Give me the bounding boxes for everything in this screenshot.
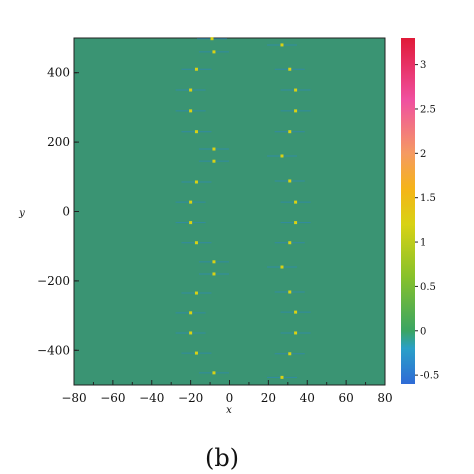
x-axis: −80 −60 −40 −20 0 20 40 60 80 (61, 380, 393, 405)
peak-10 (189, 221, 193, 225)
peak-23 (288, 130, 292, 134)
x-tick-label: 20 (261, 391, 276, 405)
x-tick-label: −40 (139, 391, 164, 405)
y-tick-label: 200 (47, 135, 70, 149)
colorbar-tick-label: 2.5 (420, 104, 436, 115)
peak-30 (288, 290, 292, 294)
plot-background (73, 37, 386, 386)
peak-31 (294, 310, 298, 314)
x-tick-label: −80 (61, 391, 86, 405)
peak-21 (294, 88, 298, 92)
colorbar-tick-label: -0.5 (420, 371, 439, 382)
y-tick-label: 400 (47, 66, 70, 80)
peak-8 (194, 180, 198, 184)
y-axis: 400 200 0 −200 −400 (37, 66, 79, 357)
colorbar-tick-label: 1.5 (420, 193, 436, 204)
peak-27 (294, 221, 298, 225)
x-tick-label: 0 (226, 391, 234, 405)
x-tick-label: 60 (338, 391, 353, 405)
peak-6 (212, 147, 216, 151)
peak-11 (194, 241, 198, 245)
peak-15 (189, 311, 193, 315)
peak-24 (280, 154, 284, 158)
peak-5 (194, 130, 198, 134)
peak-7 (212, 159, 216, 163)
peak-19 (280, 43, 284, 47)
y-tick-label: −200 (37, 274, 70, 288)
colorbar-tick-label: 2 (420, 149, 426, 160)
peak-28 (288, 241, 292, 245)
x-tick-label: −60 (100, 391, 125, 405)
peak-3 (189, 88, 193, 92)
y-tick-label: −400 (37, 343, 70, 357)
y-tick-label: 0 (62, 205, 70, 219)
figure-caption: (b) (205, 444, 239, 472)
peak-32 (294, 331, 298, 335)
x-tick-label: −20 (178, 391, 203, 405)
colorbar (401, 38, 415, 384)
colorbar-tick-label: 0 (420, 326, 426, 337)
peak-14 (194, 291, 198, 295)
colorbar-tick-label: 3 (420, 60, 426, 71)
peak-16 (189, 331, 193, 335)
peak-12 (212, 260, 216, 264)
peak-22 (294, 109, 298, 113)
peak-1 (212, 50, 216, 54)
peak-18 (212, 371, 216, 375)
colorbar-tick-label: 1 (420, 238, 426, 249)
peak-0 (210, 37, 214, 41)
colorbar-ticks: 3 2.5 2 1.5 1 0.5 0 -0.5 (415, 60, 439, 382)
peak-20 (288, 67, 292, 71)
peak-4 (189, 109, 193, 113)
peak-9 (189, 200, 193, 204)
colorbar-tick-label: 0.5 (420, 282, 436, 293)
peak-25 (288, 179, 292, 183)
x-axis-label: x (226, 405, 232, 416)
peak-17 (194, 351, 198, 355)
peak-2 (194, 67, 198, 71)
peak-13 (212, 272, 216, 276)
peak-34 (280, 375, 284, 379)
peaks-layer (175, 37, 311, 379)
x-tick-label: 40 (300, 391, 315, 405)
peak-29 (280, 265, 284, 269)
peak-26 (294, 200, 298, 204)
x-tick-label: 80 (377, 391, 392, 405)
peak-33 (288, 352, 292, 356)
y-axis-label: y (18, 208, 25, 219)
